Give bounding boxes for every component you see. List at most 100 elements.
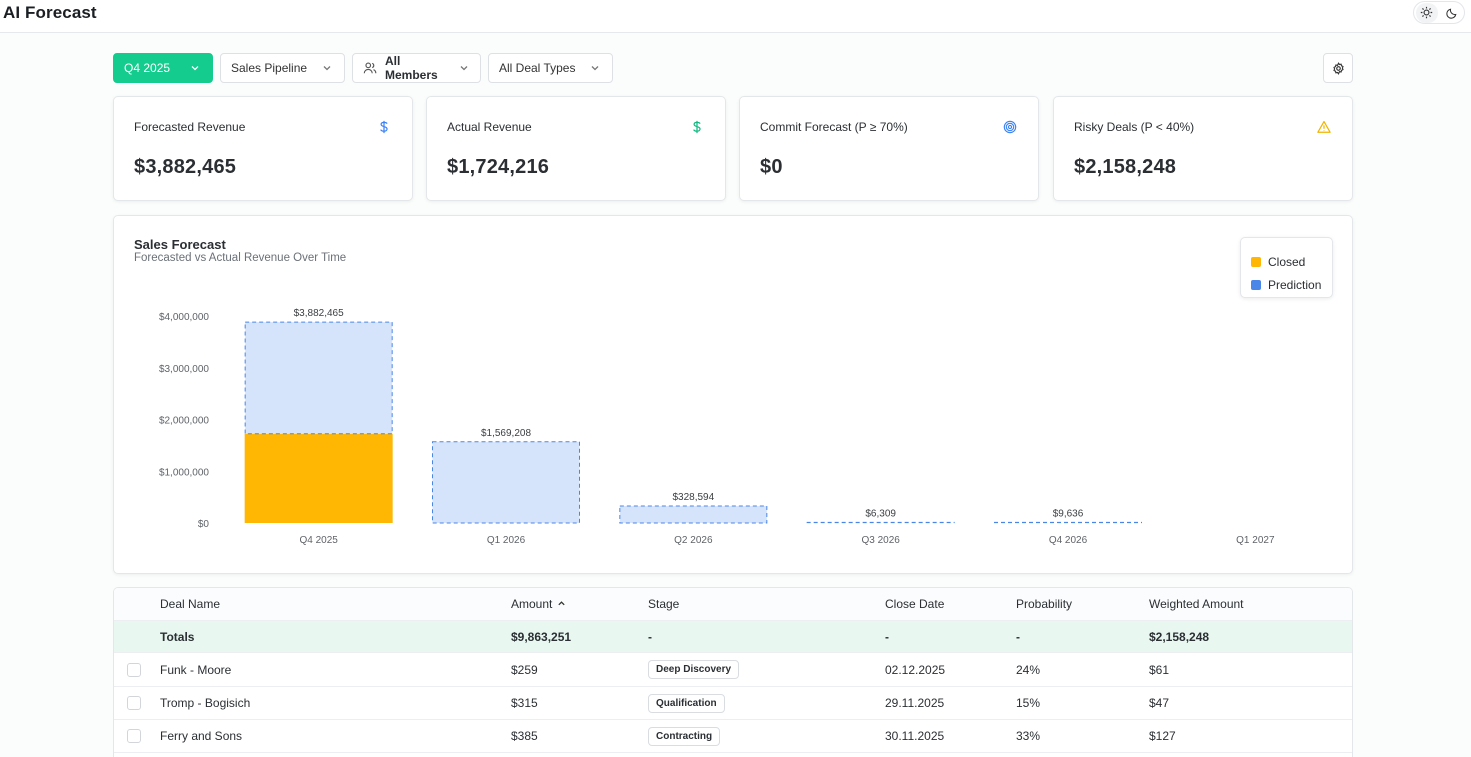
- x-tick-label: Q4 2026: [1049, 535, 1088, 546]
- kpi-title: Commit Forecast (P ≥ 70%): [760, 120, 908, 134]
- light-mode-button[interactable]: [1415, 2, 1438, 23]
- chart-subtitle: Forecasted vs Actual Revenue Over Time: [134, 252, 347, 264]
- y-tick-label: $4,000,000: [159, 312, 209, 323]
- kpi-card-actual-revenue: Actual Revenue $1,724,216: [426, 96, 726, 201]
- bar-closed: [244, 433, 393, 523]
- moon-icon: [1445, 8, 1456, 19]
- sort-ascending-icon: [557, 597, 566, 611]
- legend-label: Prediction: [1268, 277, 1322, 292]
- chart-legend: Closed Prediction: [1240, 237, 1333, 298]
- stage-badge: Contracting: [648, 726, 721, 746]
- totals-amount: $9,863,251: [511, 629, 572, 644]
- column-header-amount[interactable]: Amount: [511, 597, 566, 612]
- deal-stage: Contracting: [648, 726, 721, 746]
- warning-icon: [1316, 119, 1332, 135]
- deal-probability: 15%: [1016, 696, 1041, 710]
- stage-badge: Deep Discovery: [648, 660, 740, 679]
- row-checkbox[interactable]: [127, 729, 141, 743]
- deal-name: Tromp - Bogisich: [160, 696, 251, 710]
- column-header-amount-label: Amount: [511, 596, 553, 611]
- y-tick-label: $1,000,000: [159, 467, 209, 478]
- target-icon: [1002, 119, 1018, 135]
- kpi-card-risky-deals: Risky Deals (P < 40%) $2,158,248: [1053, 96, 1353, 201]
- table-row[interactable]: Ferry and Sons $385 Contracting 30.11.20…: [114, 720, 1352, 753]
- column-header-stage[interactable]: Stage: [648, 597, 680, 611]
- top-bar: AI Forecast: [0, 0, 1471, 33]
- deals-table: Deal Name Amount Stage Close Date Probab…: [113, 587, 1353, 757]
- settings-button[interactable]: [1323, 53, 1353, 83]
- x-tick-label: Q1 2026: [487, 535, 526, 546]
- sales-forecast-chart: $0 $1,000,000 $2,000,000 $3,000,000 $4,000,0…: [159, 308, 1275, 546]
- column-header-probability[interactable]: Probability: [1016, 597, 1073, 611]
- sun-icon: [1420, 6, 1433, 19]
- bar-total-label: $328,594: [672, 492, 714, 503]
- dollar-icon: [689, 119, 705, 135]
- theme-toggle[interactable]: [1413, 1, 1465, 24]
- legend-item-closed[interactable]: Closed: [1251, 250, 1332, 273]
- chart-title: Sales Forecast: [134, 237, 226, 252]
- totals-weighted-amount: $2,158,248: [1149, 629, 1210, 644]
- table-totals-row: Totals $9,863,251 - - - $2,158,248: [114, 621, 1352, 653]
- bar-total-label: $1,569,208: [481, 428, 531, 439]
- period-select-value: Q4 2025: [124, 61, 171, 75]
- bar-prediction: [619, 505, 768, 524]
- y-tick-label: $2,000,000: [159, 416, 209, 427]
- totals-stage: -: [648, 629, 652, 644]
- kpi-card-forecasted-revenue: Forecasted Revenue $3,882,465: [113, 96, 413, 201]
- kpi-value: $3,882,465: [134, 156, 237, 178]
- y-tick-label: $0: [198, 519, 210, 530]
- totals-probability: -: [1016, 629, 1020, 644]
- deal-close-date: 30.11.2025: [885, 729, 945, 743]
- x-tick-label: Q1 2027: [1236, 535, 1275, 546]
- column-header-deal-name[interactable]: Deal Name: [160, 597, 221, 611]
- deal-stage: Deep Discovery: [648, 660, 740, 679]
- gear-icon: [1332, 61, 1344, 75]
- deal-types-select[interactable]: All Deal Types: [488, 53, 613, 83]
- deal-weighted-amount: $61: [1149, 662, 1170, 677]
- column-header-close-date[interactable]: Close Date: [885, 597, 945, 611]
- deal-stage: Qualification: [648, 693, 725, 713]
- chevron-down-icon: [188, 61, 202, 75]
- kpi-title: Forecasted Revenue: [134, 120, 246, 134]
- legend-swatch-closed: [1251, 256, 1261, 267]
- dollar-icon: [376, 119, 392, 135]
- deal-amount: $385: [511, 729, 538, 743]
- stage-badge: Qualification: [648, 693, 725, 713]
- deal-weighted-amount: $47: [1149, 696, 1170, 710]
- dark-mode-button[interactable]: [1441, 3, 1463, 23]
- deal-probability: 24%: [1016, 662, 1041, 677]
- totals-label: Totals: [160, 629, 195, 644]
- sales-forecast-chart-card: Sales Forecast Forecasted vs Actual Reve…: [113, 215, 1353, 574]
- legend-swatch-prediction: [1251, 279, 1261, 290]
- x-tick-label: Q2 2026: [674, 535, 713, 546]
- bar-prediction: [432, 441, 580, 524]
- period-select[interactable]: Q4 2025: [113, 53, 213, 83]
- row-checkbox[interactable]: [127, 696, 141, 710]
- app-title: AI Forecast: [3, 3, 97, 22]
- kpi-title: Actual Revenue: [447, 120, 532, 134]
- bar-total-label: $3,882,465: [294, 308, 344, 319]
- bar-prediction: [244, 321, 393, 435]
- deal-types-select-value: All Deal Types: [499, 61, 576, 75]
- pipeline-select[interactable]: Sales Pipeline: [220, 53, 345, 83]
- x-tick-label: Q3 2026: [861, 535, 900, 546]
- chevron-down-icon: [320, 61, 334, 75]
- deal-name: Ferry and Sons: [160, 729, 243, 743]
- legend-label: Closed: [1268, 254, 1306, 269]
- totals-close-date: -: [885, 629, 889, 644]
- deal-close-date: 29.11.2025: [885, 696, 945, 710]
- legend-item-prediction[interactable]: Prediction: [1251, 273, 1332, 296]
- table-row[interactable]: Tromp - Bogisich $315 Qualification 29.1…: [114, 687, 1352, 720]
- members-select-value: All Members: [385, 54, 438, 82]
- members-select[interactable]: All Members: [352, 53, 481, 83]
- column-header-weighted-amount[interactable]: Weighted Amount: [1149, 597, 1244, 611]
- deal-amount: $315: [511, 696, 538, 710]
- table-row[interactable]: Funk - Moore $259 Deep Discovery 02.12.2…: [114, 653, 1352, 687]
- deal-close-date: 02.12.2025: [885, 662, 946, 677]
- kpi-card-commit-forecast: Commit Forecast (P ≥ 70%) $0: [739, 96, 1039, 201]
- deal-amount: $259: [511, 662, 538, 677]
- row-checkbox[interactable]: [127, 662, 141, 677]
- users-icon: [363, 61, 377, 75]
- table-header-row: Deal Name Amount Stage Close Date Probab…: [114, 588, 1352, 621]
- pipeline-select-value: Sales Pipeline: [231, 61, 308, 75]
